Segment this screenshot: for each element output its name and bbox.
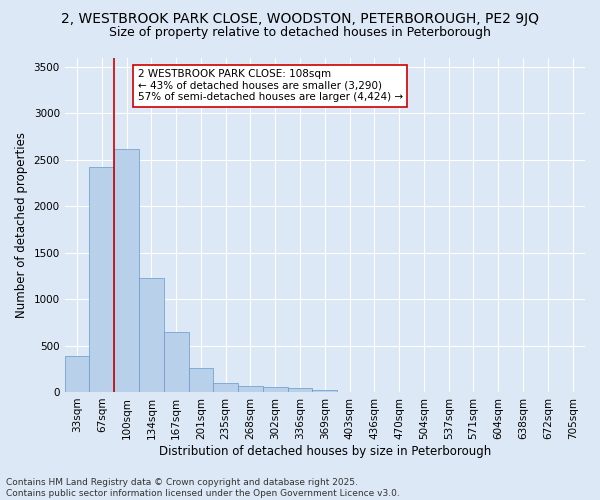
Bar (114, 148, 139, 392)
Bar (164, 332, 188, 392)
Bar (287, 388, 313, 392)
Text: 2 WESTBROOK PARK CLOSE: 108sqm
← 43% of detached houses are smaller (3,290)
57% : 2 WESTBROOK PARK CLOSE: 108sqm ← 43% of … (137, 69, 403, 102)
X-axis label: Distribution of detached houses by size in Peterborough: Distribution of detached houses by size … (159, 444, 491, 458)
Bar (313, 390, 337, 392)
Text: Contains HM Land Registry data © Crown copyright and database right 2025.
Contai: Contains HM Land Registry data © Crown c… (6, 478, 400, 498)
Bar (214, 382, 238, 392)
Bar (188, 368, 214, 392)
Text: Size of property relative to detached houses in Peterborough: Size of property relative to detached ho… (109, 26, 491, 39)
Text: 2, WESTBROOK PARK CLOSE, WOODSTON, PETERBOROUGH, PE2 9JQ: 2, WESTBROOK PARK CLOSE, WOODSTON, PETER… (61, 12, 539, 26)
Bar (65, 356, 89, 392)
Y-axis label: Number of detached properties: Number of detached properties (15, 132, 28, 318)
Bar (89, 167, 114, 392)
Bar (238, 386, 263, 392)
Bar (263, 387, 287, 392)
Bar (139, 278, 164, 392)
